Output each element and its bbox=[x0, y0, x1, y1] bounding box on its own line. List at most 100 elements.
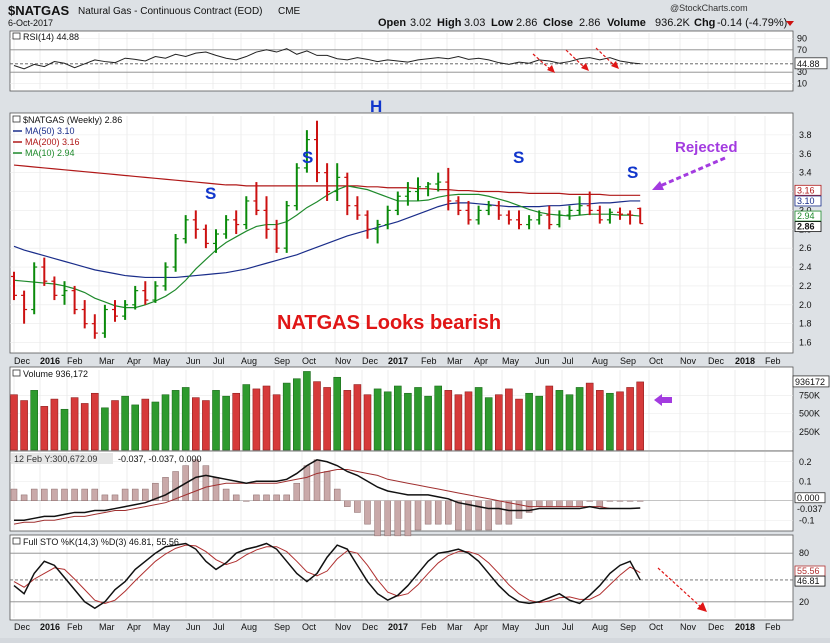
annotations: H S S S S Rejected NATGAS Looks bearish bbox=[205, 47, 738, 612]
volume-bar bbox=[40, 406, 49, 451]
price-x-tick-label: Dec bbox=[14, 356, 31, 366]
volume-bar bbox=[565, 394, 574, 451]
price-bar bbox=[112, 300, 118, 322]
macd-histogram-bar bbox=[434, 500, 442, 525]
price-x-tick-label: Jul bbox=[562, 356, 574, 366]
price-tick-label: 3.8 bbox=[799, 130, 812, 140]
price-bar bbox=[455, 196, 462, 216]
chg-label: Chg bbox=[694, 17, 715, 29]
price-x-tick-label: Sep bbox=[620, 356, 636, 366]
price-tick-label: 2.4 bbox=[799, 262, 812, 272]
volume-bar bbox=[494, 394, 503, 451]
volume-tick-label: 500K bbox=[799, 409, 820, 419]
price-x-tick-label: Mar bbox=[447, 356, 463, 366]
macd-histogram-bar bbox=[424, 500, 432, 525]
macd-histogram-bar bbox=[394, 500, 402, 537]
volume-bar bbox=[535, 395, 544, 451]
price-bar bbox=[273, 219, 280, 253]
macd-histogram-bar bbox=[556, 500, 563, 507]
price-bar bbox=[253, 182, 260, 216]
price-title: $NATGAS (Weekly) 2.86 bbox=[23, 115, 122, 125]
panel-titles: RSI(14) 44.88 $NATGAS (Weekly) 2.86 MA(5… bbox=[11, 32, 202, 547]
macd-histogram-bar bbox=[131, 488, 139, 501]
price-tick-label: 2.2 bbox=[799, 281, 812, 291]
price-tick-label: 2.0 bbox=[799, 300, 812, 310]
collapse-icon bbox=[12, 32, 21, 40]
sto-x-tick-label: Jun bbox=[186, 622, 201, 632]
price-bar bbox=[546, 205, 553, 230]
price-bar bbox=[485, 200, 492, 216]
volume-bar bbox=[383, 391, 392, 451]
price-x-tick-label: Mar bbox=[99, 356, 115, 366]
sto-x-tick-label: Aug bbox=[241, 622, 257, 632]
sto-x-tick-label: Jul bbox=[213, 622, 225, 632]
price-x-tick-label: Feb bbox=[421, 356, 437, 366]
macd-histogram-bar bbox=[91, 488, 99, 501]
volume-bar bbox=[404, 392, 412, 451]
sto-panel bbox=[9, 534, 794, 621]
macd-histogram-bar bbox=[606, 500, 614, 502]
macd-histogram-bar bbox=[81, 488, 88, 501]
volume-bar bbox=[464, 391, 473, 451]
price-x-tick-label: Jun bbox=[186, 356, 201, 366]
macd-histogram-bar bbox=[535, 500, 543, 507]
price-x-tick-label: Dec bbox=[708, 356, 725, 366]
price-bar bbox=[364, 210, 371, 239]
macd-histogram-bar bbox=[20, 494, 28, 501]
macd-histogram-bar bbox=[414, 500, 422, 531]
macd-histogram-bar bbox=[455, 500, 462, 531]
macd-histogram-bar bbox=[232, 494, 240, 501]
sto-x-tick-label: 2016 bbox=[40, 622, 60, 632]
headline: NATGAS Looks bearish bbox=[277, 312, 501, 334]
volume-bar bbox=[303, 371, 311, 451]
rsi-tick-label: 90 bbox=[797, 34, 807, 44]
macd-histogram-bar bbox=[71, 488, 78, 501]
price-x-tick-label: Feb bbox=[765, 356, 781, 366]
volume-bar bbox=[545, 385, 554, 451]
sto-title: Full STO %K(14,3) %D(3) 46.81, 55.56 bbox=[23, 537, 179, 547]
macd-histogram-bar bbox=[293, 482, 301, 502]
sto-x-tick-label: Apr bbox=[127, 622, 141, 632]
volume-bar bbox=[585, 382, 594, 451]
chg-value: -0.14 (-4.79%) bbox=[717, 17, 787, 29]
macd-histogram-bar bbox=[162, 477, 169, 502]
macd-tick-label: 0.2 bbox=[799, 457, 812, 467]
sto-series bbox=[10, 542, 793, 610]
volume-bar bbox=[434, 385, 443, 451]
macd-tick-label: -0.1 bbox=[799, 515, 815, 525]
high-label: High bbox=[437, 17, 462, 29]
volume-bar bbox=[595, 390, 604, 451]
macd-value-label: -0.037 bbox=[797, 504, 823, 514]
volume-bars bbox=[10, 371, 645, 451]
sto-x-tick-label: Dec bbox=[708, 622, 725, 632]
price-bar bbox=[435, 172, 442, 192]
price-x-tick-label: 2017 bbox=[388, 356, 408, 366]
macd-histogram-bar bbox=[152, 482, 159, 502]
macd-signal-line bbox=[13, 469, 641, 525]
price-bar bbox=[122, 300, 129, 320]
price-bar bbox=[516, 210, 522, 230]
volume-bar bbox=[636, 381, 645, 451]
rsi-title: RSI(14) 44.88 bbox=[23, 32, 79, 42]
macd-series bbox=[10, 459, 793, 537]
price-series bbox=[11, 120, 644, 339]
sto-x-tick-label: Sep bbox=[274, 622, 290, 632]
price-x-tick-label: Jul bbox=[213, 356, 225, 366]
close-label: Close bbox=[543, 17, 573, 29]
volume-bar bbox=[252, 388, 261, 451]
close-value: 2.86 bbox=[579, 17, 600, 29]
sto-x-tick-label: 2018 bbox=[735, 622, 755, 632]
price-x-tick-label: 2016 bbox=[40, 356, 60, 366]
rsi-arrows bbox=[532, 47, 616, 71]
sto-value-box bbox=[794, 575, 826, 587]
macd-histogram-bar bbox=[404, 500, 412, 537]
quote-bar: Open 3.02 High 3.03 Low 2.86 Close 2.86 … bbox=[378, 17, 794, 29]
price-bar bbox=[192, 210, 199, 239]
price-tick-label: 3.4 bbox=[799, 168, 812, 178]
macd-histogram-bar bbox=[596, 500, 604, 507]
volume-bar bbox=[91, 392, 99, 451]
rejected-label: Rejected bbox=[675, 139, 738, 156]
volume-value-label: 936172 bbox=[795, 377, 825, 387]
macd-histogram-bar bbox=[586, 500, 593, 502]
